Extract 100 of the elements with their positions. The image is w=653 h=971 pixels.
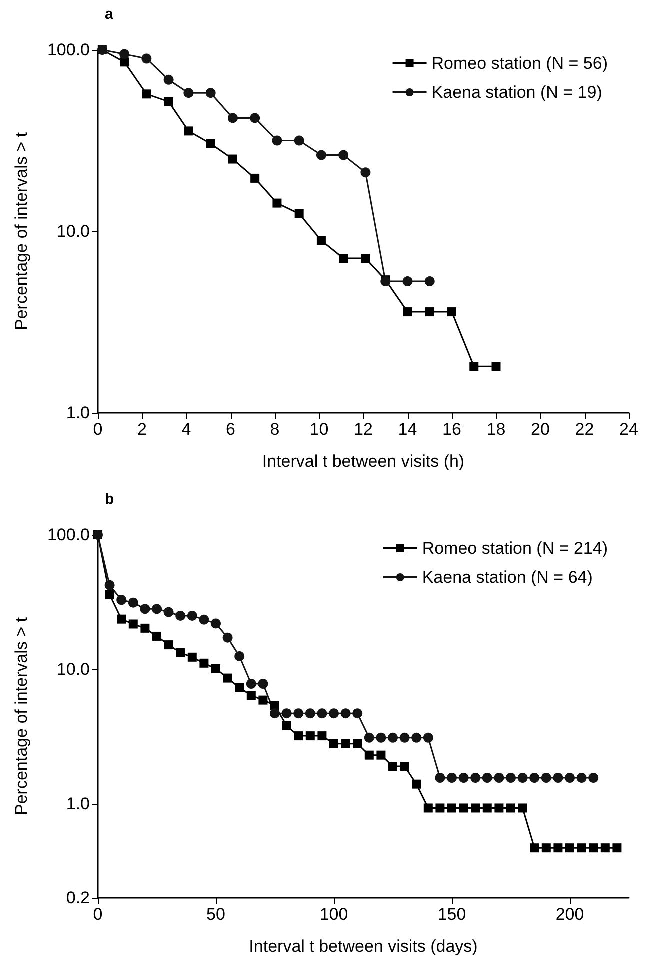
- point: [234, 651, 245, 662]
- point: [200, 658, 209, 668]
- point: [565, 773, 575, 784]
- point: [206, 88, 216, 98]
- point: [105, 590, 114, 600]
- legend-label: Romeo station (N = 56): [432, 54, 608, 73]
- point: [448, 804, 456, 813]
- point: [353, 739, 362, 748]
- point: [364, 750, 374, 760]
- point: [306, 732, 315, 741]
- y-tick-label: 10.0: [56, 222, 90, 241]
- point: [506, 804, 516, 813]
- point: [258, 696, 268, 705]
- y-tick-label: 10.0: [56, 660, 90, 679]
- point: [235, 683, 244, 692]
- chart-title: a: [105, 6, 114, 23]
- point: [142, 54, 152, 64]
- point: [339, 254, 348, 263]
- point: [250, 174, 260, 183]
- point: [316, 150, 326, 160]
- point: [436, 804, 445, 813]
- point: [542, 844, 551, 853]
- y-axis-title: Percentage of intervals > t: [12, 617, 31, 816]
- x-tick-label: 8: [270, 420, 280, 439]
- point: [459, 804, 468, 813]
- point: [492, 362, 501, 372]
- y-tick-label: 1.0: [66, 404, 90, 422]
- point: [588, 773, 599, 784]
- point: [164, 97, 174, 106]
- point: [140, 624, 150, 633]
- point: [117, 614, 126, 624]
- point: [184, 88, 194, 98]
- point: [361, 254, 370, 263]
- point: [206, 139, 216, 148]
- point: [187, 610, 198, 621]
- point: [589, 844, 598, 853]
- point: [258, 679, 268, 690]
- point: [250, 113, 260, 124]
- x-tick-label: 14: [398, 420, 418, 439]
- point: [554, 844, 563, 853]
- x-tick-label: 150: [438, 905, 466, 924]
- point: [400, 732, 410, 743]
- point: [403, 308, 412, 317]
- legend-label: Kaena station (N = 19): [432, 83, 602, 102]
- point: [316, 236, 326, 246]
- x-axis-title: Interval t between visits (h): [262, 452, 465, 471]
- point: [152, 604, 162, 614]
- y-tick-label: 0.2: [66, 888, 90, 908]
- point: [577, 844, 586, 853]
- point: [553, 773, 564, 784]
- x-tick-label: 2: [138, 420, 147, 439]
- chart-title: b: [105, 491, 114, 508]
- point: [120, 49, 130, 60]
- point: [246, 691, 256, 700]
- point: [340, 708, 351, 719]
- x-tick-label: 200: [556, 905, 584, 924]
- y-axis-title: Percentage of intervals > t: [12, 132, 31, 330]
- point: [270, 708, 280, 719]
- x-tick-label: 22: [575, 420, 594, 439]
- point: [576, 773, 587, 784]
- point: [482, 773, 492, 784]
- point: [212, 664, 220, 674]
- point: [176, 610, 186, 621]
- point: [424, 276, 435, 287]
- point: [388, 732, 398, 743]
- legend-label: Romeo station (N = 214): [422, 539, 608, 558]
- point: [470, 773, 481, 784]
- x-tick-label: 4: [182, 420, 192, 439]
- y-tick-label: 100.0: [47, 40, 90, 60]
- point: [142, 90, 152, 99]
- point: [518, 773, 528, 784]
- point: [164, 74, 174, 85]
- point: [272, 136, 282, 146]
- point: [164, 640, 174, 650]
- point: [246, 679, 256, 690]
- point: [541, 773, 552, 784]
- point: [294, 209, 304, 218]
- point: [211, 618, 221, 629]
- point: [364, 732, 374, 743]
- point: [228, 113, 238, 124]
- x-tick-label: 16: [442, 420, 462, 439]
- point: [188, 652, 197, 662]
- point: [140, 604, 150, 614]
- point: [104, 580, 115, 590]
- point: [566, 844, 574, 853]
- point: [223, 674, 232, 683]
- point: [305, 708, 316, 719]
- point: [338, 150, 349, 160]
- legend-label: Kaena station (N = 64): [422, 568, 593, 587]
- point: [530, 773, 540, 784]
- y-tick-label: 1.0: [66, 794, 90, 814]
- point: [423, 732, 434, 743]
- point: [341, 739, 350, 748]
- y-tick-label: 100.0: [47, 526, 90, 544]
- point: [402, 276, 413, 287]
- point: [494, 773, 504, 784]
- x-tick-label: 6: [226, 420, 236, 439]
- point: [152, 632, 162, 641]
- point: [317, 708, 328, 719]
- point: [506, 773, 516, 784]
